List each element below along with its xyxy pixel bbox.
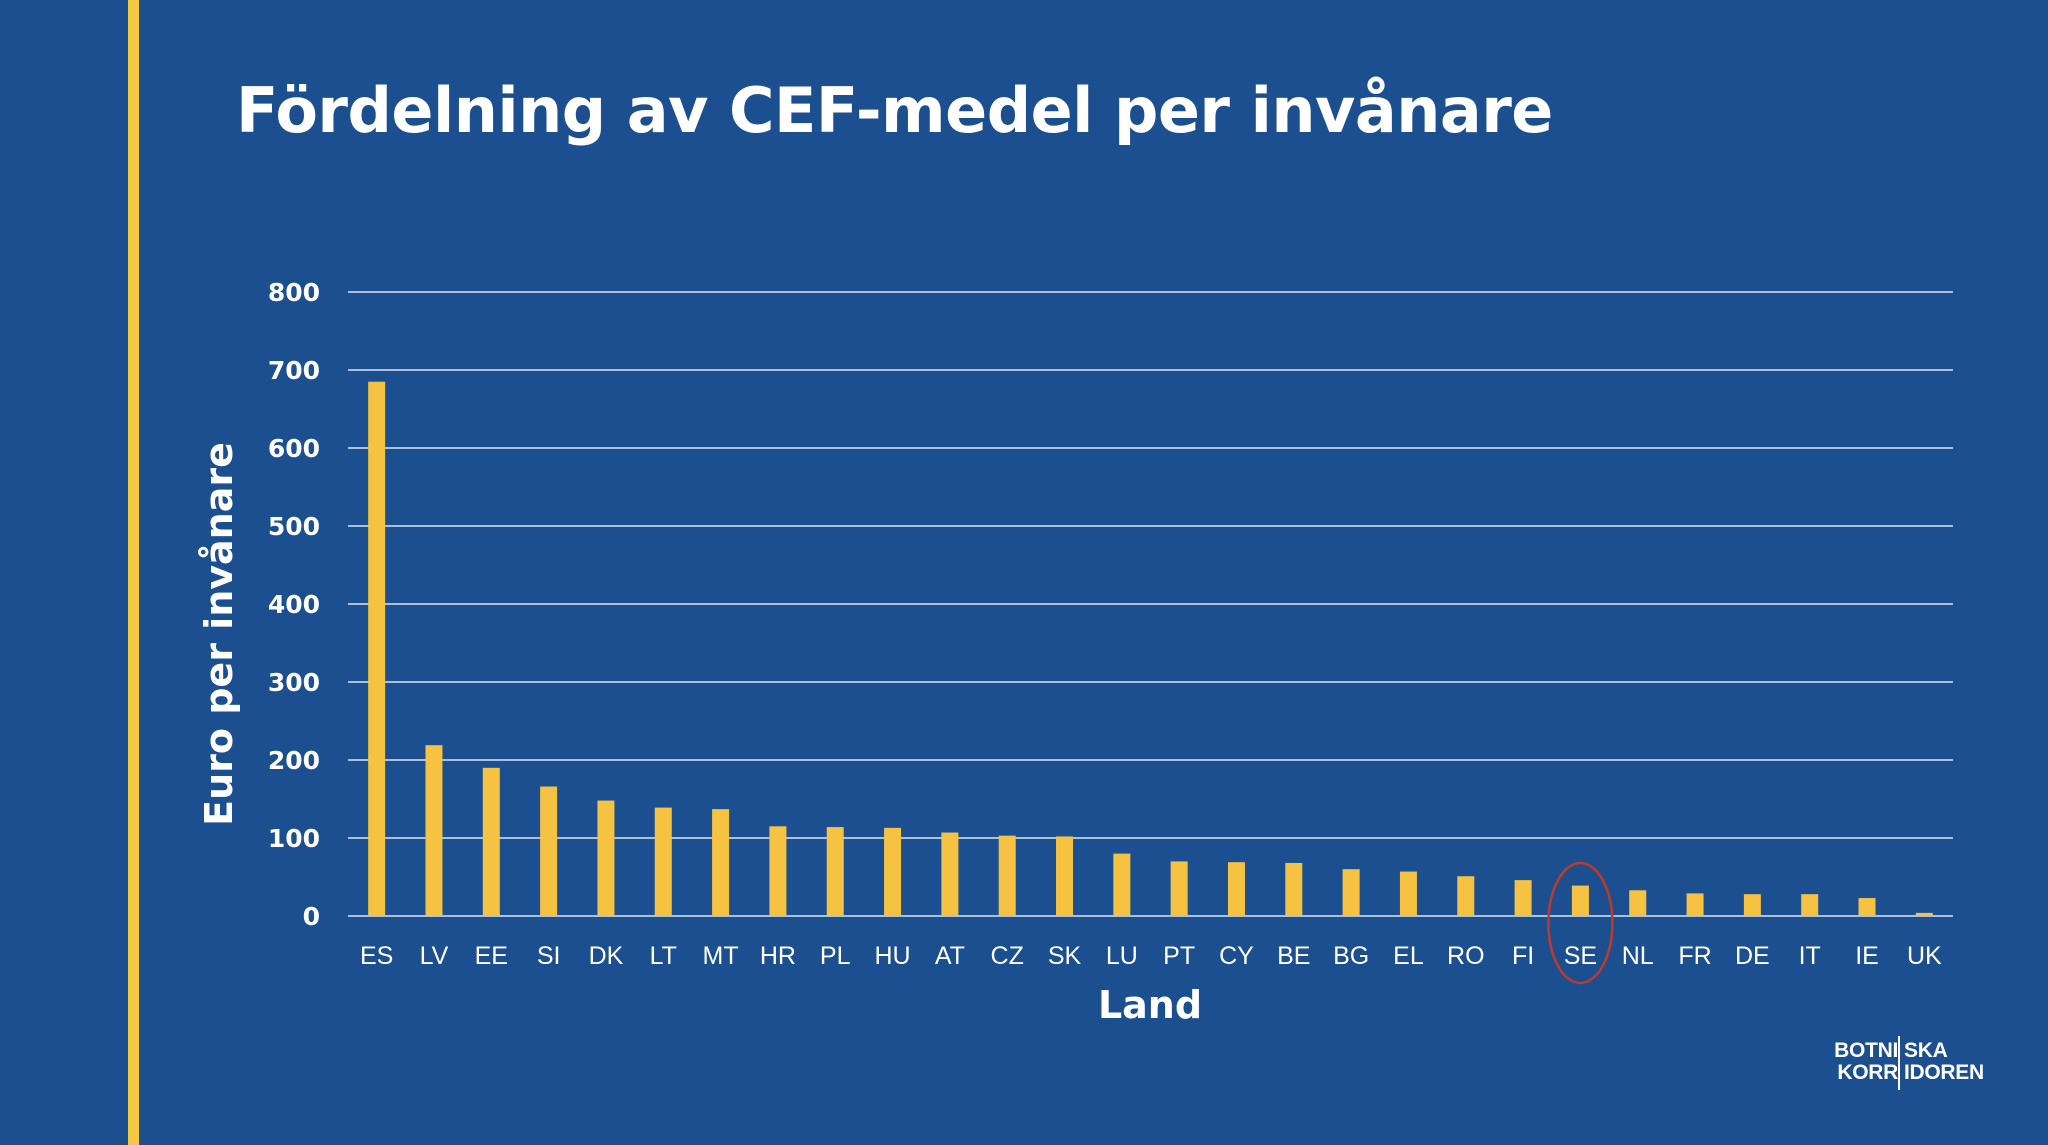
- botniska-korridoren-logo: BOTNI KORR SKA IDOREN: [1832, 1036, 1984, 1092]
- x-tick-label-fr: FR: [1678, 942, 1711, 970]
- bar-at: [941, 832, 959, 916]
- x-tick-label-lt: LT: [650, 942, 677, 970]
- x-tick-label-pt: PT: [1163, 942, 1195, 970]
- logo-divider: [1898, 1036, 1900, 1090]
- bar-nl: [1629, 890, 1647, 916]
- x-tick-label-hr: HR: [760, 942, 796, 970]
- logo-left-column: BOTNI KORR: [1834, 1040, 1898, 1084]
- bar-lv: [425, 745, 443, 916]
- x-tick-label-lv: LV: [420, 942, 449, 970]
- y-tick-label: 0: [303, 902, 320, 931]
- bar-uk: [1915, 912, 1933, 916]
- bar-ro: [1457, 876, 1475, 916]
- bar-hr: [769, 826, 787, 916]
- x-tick-label-sk: SK: [1048, 942, 1082, 970]
- bar-hu: [884, 827, 902, 916]
- bar-fr: [1686, 893, 1704, 916]
- bar-it: [1801, 894, 1819, 916]
- bar-bg: [1342, 869, 1360, 916]
- y-tick-label: 800: [268, 278, 320, 307]
- bar-pl: [826, 827, 844, 916]
- bar-es: [368, 381, 386, 916]
- x-tick-label-si: SI: [537, 942, 561, 970]
- x-tick-label-nl: NL: [1622, 942, 1654, 970]
- x-tick-label-bg: BG: [1333, 942, 1369, 970]
- bar-ie: [1858, 898, 1876, 916]
- bar-cz: [998, 835, 1016, 916]
- x-tick-label-dk: DK: [589, 942, 624, 970]
- x-tick-label-ie: IE: [1855, 942, 1879, 970]
- accent-bar: [128, 0, 139, 1145]
- x-tick-label-se: SE: [1564, 942, 1597, 970]
- logo-text-idoren: IDOREN: [1904, 1061, 1984, 1084]
- bar-sk: [1056, 836, 1074, 916]
- x-tick-label-be: BE: [1277, 942, 1310, 970]
- x-tick-label-de: DE: [1735, 942, 1770, 970]
- highlight-circle: [1547, 861, 1614, 985]
- x-tick-label-uk: UK: [1907, 942, 1942, 970]
- bar-fi: [1514, 880, 1532, 916]
- bar-se: [1571, 885, 1589, 916]
- y-tick-label: 300: [268, 668, 320, 697]
- y-tick-label: 200: [268, 746, 320, 775]
- x-tick-label-at: AT: [935, 942, 965, 970]
- logo-text-ska: SKA: [1904, 1039, 1948, 1062]
- bar-si: [540, 786, 558, 916]
- x-axis-ticks: ES LV EE SI DK LT MT HR PL HU AT CZ SK LU PT CY BE BG EL RO…: [360, 942, 1942, 970]
- logo-text-korr: KORR: [1837, 1061, 1898, 1084]
- y-axis-label: Euro per invånare: [197, 442, 241, 826]
- bar-pt: [1170, 861, 1188, 916]
- bar-lu: [1113, 853, 1131, 916]
- y-tick-label: 100: [268, 824, 320, 853]
- x-tick-label-lu: LU: [1106, 942, 1138, 970]
- bar-lt: [654, 807, 672, 916]
- x-tick-label-pl: PL: [820, 942, 851, 970]
- x-tick-label-el: EL: [1393, 942, 1424, 970]
- x-tick-label-it: IT: [1799, 942, 1821, 970]
- bar-mt: [712, 809, 730, 916]
- x-tick-label-es: ES: [360, 942, 393, 970]
- x-tick-label-mt: MT: [703, 942, 739, 970]
- bar-de: [1743, 894, 1761, 916]
- y-axis-ticks: 0 100 200 300 400 500 600 700 800: [268, 278, 320, 931]
- bar-cy: [1227, 862, 1245, 916]
- bar-dk: [597, 800, 615, 916]
- x-tick-label-hu: HU: [874, 942, 910, 970]
- slide-title: Fördelning av CEF-medel per invånare: [236, 74, 1553, 147]
- bar-ee: [482, 767, 500, 916]
- x-tick-label-cz: CZ: [991, 942, 1024, 970]
- x-tick-label-ro: RO: [1447, 942, 1485, 970]
- x-tick-label-cy: CY: [1219, 942, 1254, 970]
- x-tick-label-fi: FI: [1512, 942, 1534, 970]
- bar-el: [1399, 871, 1417, 916]
- y-tick-label: 700: [268, 356, 320, 385]
- x-axis-label: Land: [1098, 983, 1202, 1027]
- x-tick-label-ee: EE: [475, 942, 508, 970]
- gridlines: [348, 291, 1953, 917]
- logo-text-botni: BOTNI: [1834, 1039, 1898, 1062]
- y-tick-label: 500: [268, 512, 320, 541]
- logo-right-column: SKA IDOREN: [1904, 1040, 1984, 1084]
- y-tick-label: 400: [268, 590, 320, 619]
- bar-be: [1285, 862, 1303, 916]
- bars: [368, 381, 1933, 916]
- y-tick-label: 600: [268, 434, 320, 463]
